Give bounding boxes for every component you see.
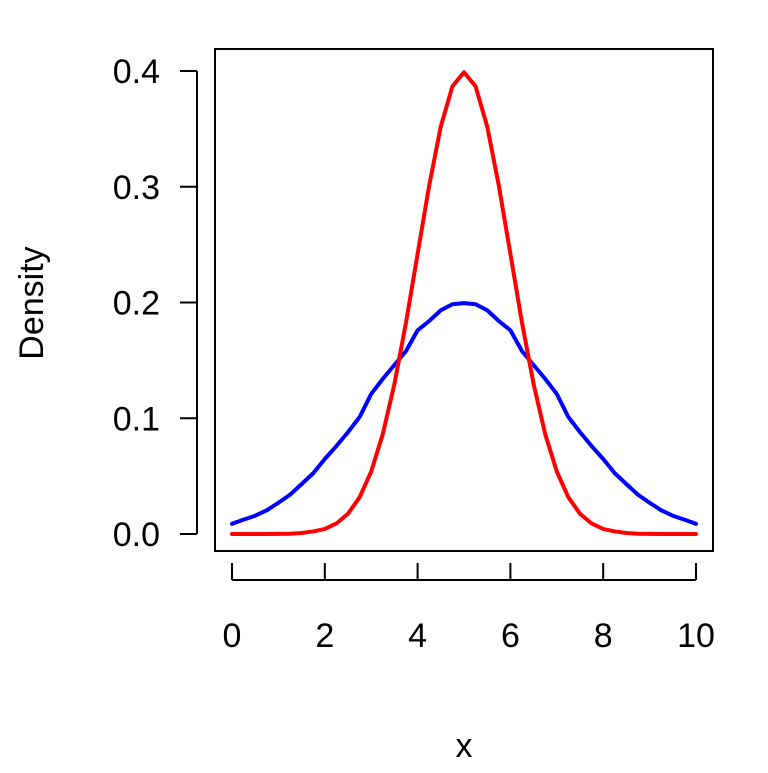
x-tick-label: 6 xyxy=(501,617,520,655)
series-layer xyxy=(230,70,698,536)
series-line-blue xyxy=(230,301,698,526)
y-tick-label: 0.1 xyxy=(113,400,160,438)
series-line-red xyxy=(230,70,698,536)
x-tick-label: 4 xyxy=(408,617,427,655)
x-axis-title: x xyxy=(456,727,473,765)
x-tick-label: 0 xyxy=(223,617,242,655)
y-tick-label: 0.4 xyxy=(113,53,160,91)
x-axis: 0 2 4 6 8 10 xyxy=(223,563,715,655)
x-tick-label: 10 xyxy=(677,617,715,655)
y-tick-label: 0.3 xyxy=(113,169,160,207)
y-tick-label: 0.2 xyxy=(113,285,160,323)
plot-frame xyxy=(214,48,714,552)
y-tick-label: 0.0 xyxy=(113,516,160,554)
y-axis-title: Density xyxy=(13,246,51,359)
x-tick-label: 8 xyxy=(594,617,613,655)
x-tick-label: 2 xyxy=(315,617,334,655)
y-axis: 0.0 0.1 0.2 0.3 0.4 xyxy=(113,53,198,554)
